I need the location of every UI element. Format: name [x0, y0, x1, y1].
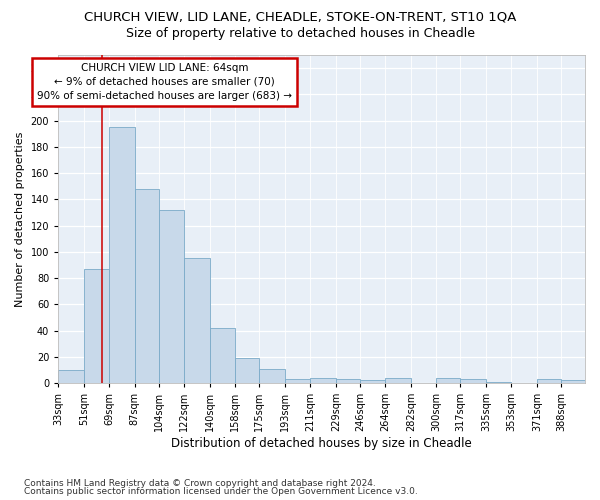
Bar: [460, 379, 486, 383]
Bar: [109, 127, 134, 383]
Text: Contains public sector information licensed under the Open Government Licence v3: Contains public sector information licen…: [24, 488, 418, 496]
X-axis label: Distribution of detached houses by size in Cheadle: Distribution of detached houses by size …: [171, 437, 472, 450]
Bar: [436, 378, 460, 383]
Bar: [159, 210, 184, 383]
Bar: [310, 378, 336, 383]
Bar: [210, 328, 235, 383]
Bar: [58, 370, 83, 383]
Bar: [134, 189, 159, 383]
Bar: [259, 368, 285, 383]
Y-axis label: Number of detached properties: Number of detached properties: [15, 132, 25, 306]
Bar: [537, 379, 561, 383]
Text: Contains HM Land Registry data © Crown copyright and database right 2024.: Contains HM Land Registry data © Crown c…: [24, 478, 376, 488]
Bar: [83, 269, 109, 383]
Bar: [184, 258, 210, 383]
Bar: [285, 379, 310, 383]
Bar: [486, 382, 511, 383]
Bar: [561, 380, 585, 383]
Bar: [360, 380, 385, 383]
Text: Size of property relative to detached houses in Cheadle: Size of property relative to detached ho…: [125, 28, 475, 40]
Bar: [385, 378, 411, 383]
Text: CHURCH VIEW LID LANE: 64sqm
← 9% of detached houses are smaller (70)
90% of semi: CHURCH VIEW LID LANE: 64sqm ← 9% of deta…: [37, 63, 292, 101]
Bar: [336, 379, 360, 383]
Text: CHURCH VIEW, LID LANE, CHEADLE, STOKE-ON-TRENT, ST10 1QA: CHURCH VIEW, LID LANE, CHEADLE, STOKE-ON…: [84, 10, 516, 23]
Bar: [235, 358, 259, 383]
